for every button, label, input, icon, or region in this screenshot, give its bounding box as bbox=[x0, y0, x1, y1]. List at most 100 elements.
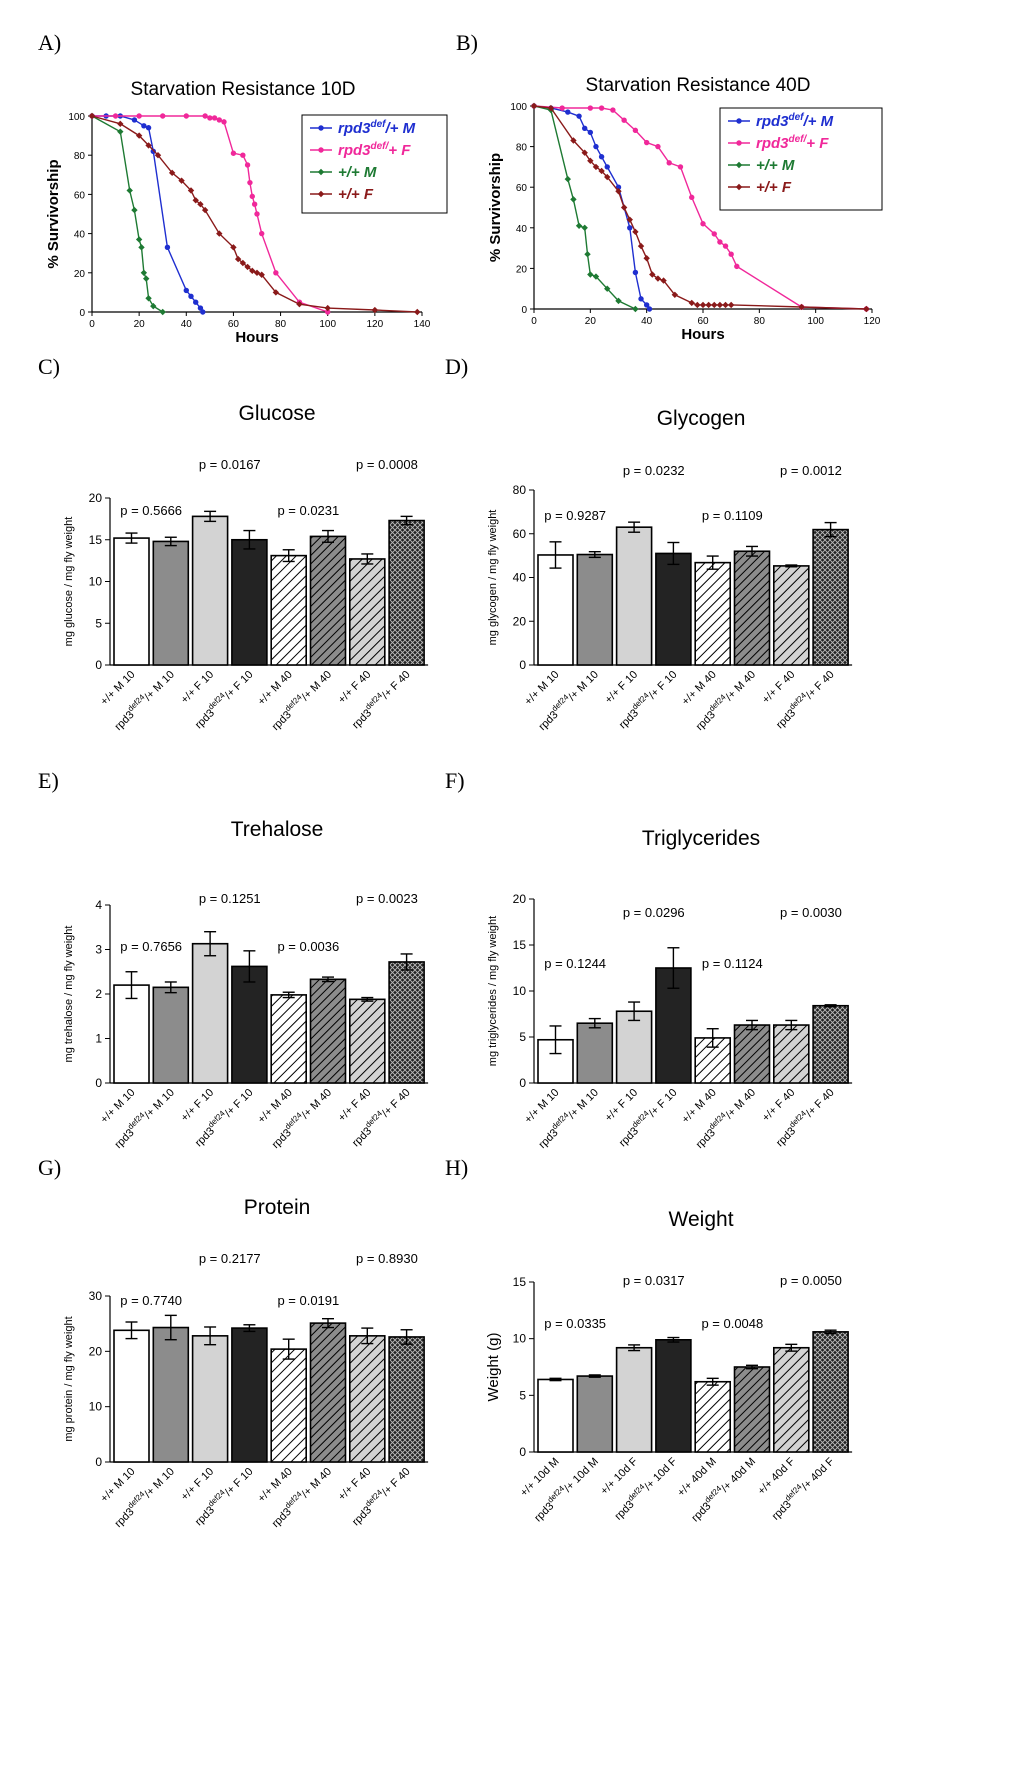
legend-entry-name: rpd3 bbox=[756, 135, 789, 152]
data-point bbox=[643, 139, 650, 146]
y-tick-label: 20 bbox=[89, 491, 103, 505]
legend-entry-tail: M bbox=[782, 157, 795, 174]
data-point bbox=[197, 201, 204, 208]
y-tick-label: 2 bbox=[95, 987, 102, 1001]
data-point bbox=[216, 230, 223, 237]
y-tick-label: 0 bbox=[521, 305, 527, 316]
x-tick-label: 120 bbox=[864, 316, 881, 327]
y-axis-label: mg trehalose / mg fly weight bbox=[63, 926, 75, 1063]
data-point bbox=[626, 216, 633, 223]
data-point bbox=[145, 142, 152, 149]
data-point bbox=[604, 164, 610, 170]
data-point bbox=[324, 304, 331, 312]
category-label-tail: /+ 40d M bbox=[719, 1456, 758, 1495]
p-value-label: p = 0.1109 bbox=[702, 508, 763, 523]
data-point bbox=[138, 244, 145, 251]
bar bbox=[270, 994, 308, 1084]
data-point bbox=[637, 242, 645, 250]
line-chart-b: B) Starvation Resistance 40D 0 20 40 60 80 100 1… bbox=[456, 30, 883, 343]
x-tick-label: 100 bbox=[807, 316, 824, 327]
y-tick-label: 0 bbox=[95, 658, 102, 672]
data-point bbox=[253, 269, 261, 276]
data-point bbox=[88, 112, 96, 120]
data-point bbox=[272, 289, 280, 296]
data-point bbox=[646, 306, 653, 312]
chart-title: Trehalose bbox=[231, 818, 324, 841]
category-label-tail: /+ M 40 bbox=[299, 669, 334, 704]
data-point bbox=[666, 160, 672, 166]
p-value-label: p = 0.0317 bbox=[623, 1273, 685, 1288]
category-label-tail: /+ M 40 bbox=[723, 1087, 758, 1122]
x-tick-label: 0 bbox=[531, 316, 537, 327]
data-point bbox=[296, 300, 303, 308]
data-point bbox=[249, 193, 255, 200]
y-tick-label: 30 bbox=[89, 1289, 103, 1303]
bar bbox=[812, 1331, 849, 1453]
category-label-tail: /+ M 10 bbox=[566, 669, 601, 704]
y-tick-label: 15 bbox=[513, 1275, 527, 1289]
legend-entry-tail: F bbox=[364, 186, 374, 203]
legend-entry-tail: /+ M bbox=[385, 120, 416, 137]
y-tick-label: 0 bbox=[519, 1445, 526, 1459]
data-point bbox=[604, 173, 611, 181]
y-axis-label: mg glucose / mg fly weight bbox=[63, 517, 75, 647]
data-point bbox=[126, 187, 133, 194]
category-label-text: rpd3 bbox=[532, 1500, 556, 1524]
data-point bbox=[620, 204, 628, 211]
data-point bbox=[711, 231, 717, 237]
data-point bbox=[632, 305, 639, 313]
data-point bbox=[699, 301, 707, 309]
category-label-tail: /+ F 40 bbox=[380, 1466, 413, 1499]
legend-entry: rpd3def/+ F bbox=[756, 134, 829, 152]
legend-entry-name: +/+ bbox=[756, 157, 782, 174]
chart-title: Glycogen bbox=[657, 407, 746, 430]
y-tick-label: 0 bbox=[79, 308, 85, 319]
bar bbox=[113, 537, 150, 666]
category-label-tail: /+ M 10 bbox=[566, 1087, 601, 1122]
category-label: rpd3def24/+ 40d M bbox=[687, 1454, 758, 1525]
category-label-tail: /+ F 40 bbox=[380, 1087, 413, 1120]
category-label: rpd3def24/+ 10d F bbox=[610, 1453, 679, 1522]
y-tick-label: 10 bbox=[513, 1332, 527, 1346]
p-value-label: p = 0.1244 bbox=[544, 956, 606, 971]
bar bbox=[615, 1346, 653, 1453]
bar bbox=[694, 561, 732, 666]
bar bbox=[655, 1339, 692, 1453]
data-point bbox=[135, 236, 143, 243]
p-value-label: p = 0.0231 bbox=[277, 503, 339, 518]
data-point bbox=[193, 299, 199, 305]
category-label-tail: /+ M 40 bbox=[299, 1087, 334, 1122]
p-value-label: p = 0.0191 bbox=[277, 1293, 339, 1308]
legend-entry: +/+ M bbox=[756, 157, 795, 174]
legend-entry: +/+ M bbox=[338, 164, 377, 181]
data-point bbox=[592, 163, 600, 171]
data-point bbox=[197, 305, 204, 311]
category-label-tail: /+ F 40 bbox=[380, 669, 413, 702]
data-point bbox=[587, 129, 594, 136]
p-value-label: p = 0.1251 bbox=[199, 891, 261, 906]
data-point bbox=[722, 301, 729, 309]
p-value-label: p = 0.0048 bbox=[701, 1316, 763, 1331]
p-value-label: p = 0.0036 bbox=[277, 939, 339, 954]
data-point bbox=[258, 271, 265, 278]
data-point bbox=[654, 275, 662, 282]
data-point bbox=[582, 125, 588, 132]
p-value-label: p = 0.2177 bbox=[199, 1251, 261, 1266]
legend-swatch-marker bbox=[735, 183, 743, 191]
data-point bbox=[117, 120, 124, 128]
bar bbox=[191, 942, 229, 1084]
legend-entry-name: +/+ bbox=[756, 179, 782, 196]
category-label-tail: /+ F 10 bbox=[647, 669, 680, 702]
bar bbox=[270, 554, 308, 666]
chart-title: Weight bbox=[669, 1208, 734, 1231]
bar bbox=[772, 1346, 810, 1453]
data-point bbox=[570, 196, 577, 203]
y-tick-label: 60 bbox=[516, 183, 528, 194]
legend-box bbox=[719, 107, 883, 211]
data-point bbox=[717, 239, 723, 245]
y-tick-label: 20 bbox=[89, 1344, 103, 1358]
y-tick-label: 20 bbox=[513, 892, 527, 906]
legend-entry-name: +/+ bbox=[338, 164, 364, 181]
data-point bbox=[371, 306, 379, 314]
